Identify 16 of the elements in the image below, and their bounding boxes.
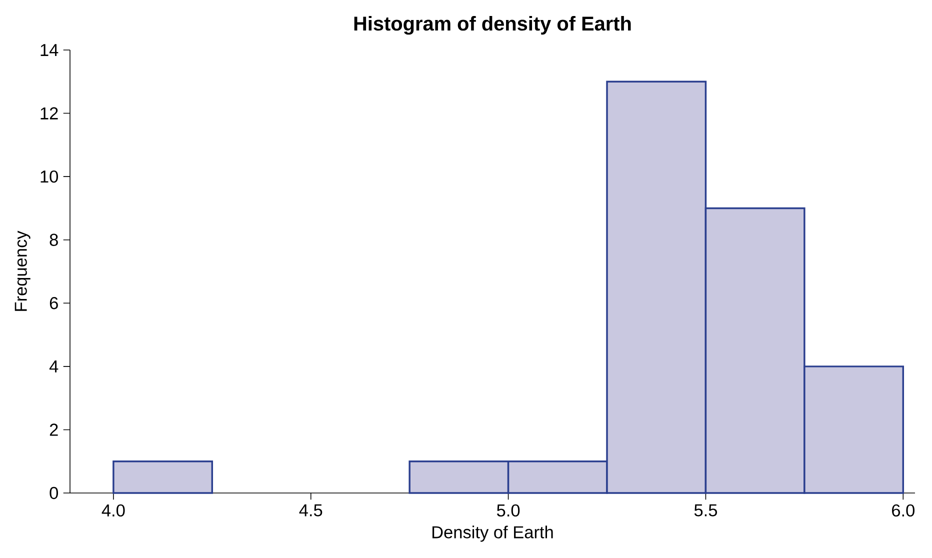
x-axis-title: Density of Earth [432, 526, 553, 542]
x-tick-label: 5.5 [694, 504, 717, 516]
y-tick-label: 4 [49, 360, 58, 372]
y-tick-label: 12 [40, 107, 58, 120]
y-tick-label: 2 [50, 424, 58, 436]
y-tick-label: 10 [40, 170, 58, 183]
y-axis-title: Frequency [14, 230, 30, 311]
chart-title: Histogram of density of Earth [354, 16, 631, 35]
y-tick-label: 0 [50, 486, 58, 500]
x-tick-label: 4.5 [299, 504, 322, 516]
y-tick-label: 8 [50, 234, 58, 246]
y-tick-label: 14 [40, 44, 58, 56]
x-tick-label: 4.0 [102, 504, 125, 517]
y-tick-label: 6 [50, 297, 58, 310]
x-tick-label: 5.0 [496, 504, 520, 517]
x-tick-label: 6.0 [892, 504, 914, 517]
